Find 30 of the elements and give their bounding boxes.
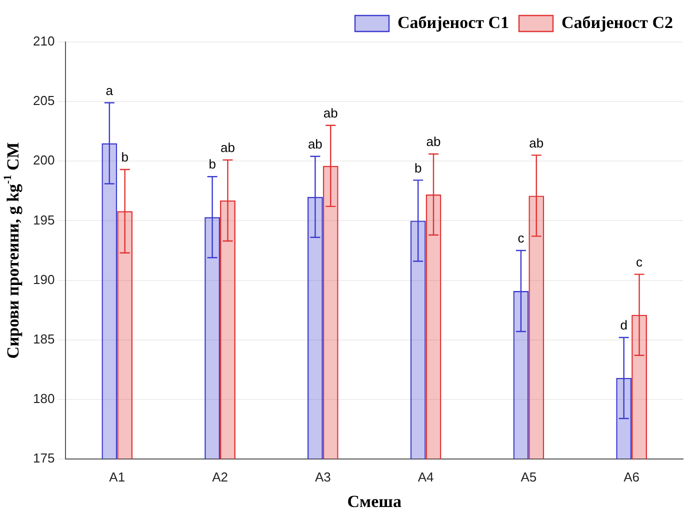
annotation: ab bbox=[529, 135, 544, 150]
x-tick-label: A4 bbox=[418, 469, 434, 484]
annotation: ab bbox=[308, 136, 322, 152]
annotation: ab bbox=[220, 140, 235, 156]
legend-label: Сабијеност С2 bbox=[562, 12, 674, 32]
y-tick-label: 200 bbox=[32, 152, 55, 168]
legend-label: Сабијеност С1 bbox=[398, 12, 510, 32]
annotation: b bbox=[208, 156, 216, 172]
x-axis-title: Смеша bbox=[347, 492, 402, 512]
x-tick-label: A1 bbox=[109, 469, 126, 484]
y-tick-label: 205 bbox=[32, 93, 55, 108]
y-tick-label: 180 bbox=[32, 391, 55, 406]
y-tick-label: 175 bbox=[32, 450, 55, 466]
x-tick-label: A5 bbox=[520, 469, 537, 484]
annotation: ab bbox=[323, 105, 338, 120]
y-axis-title: Сирови протеини, g kg-1 СМ bbox=[2, 142, 22, 359]
annotation: c bbox=[636, 254, 644, 270]
y-tick-label: 185 bbox=[32, 331, 55, 346]
annotation: b bbox=[414, 160, 422, 176]
x-tick-label: A3 bbox=[314, 469, 331, 484]
y-tick-label: 190 bbox=[32, 272, 55, 287]
x-tick-label: A6 bbox=[624, 469, 640, 484]
annotation: d bbox=[620, 318, 628, 333]
y-tick-label: 195 bbox=[32, 212, 55, 228]
y-tick-label: 210 bbox=[32, 34, 55, 49]
x-tick-label: A2 bbox=[212, 469, 228, 484]
annotation: a bbox=[106, 82, 114, 98]
annotation: b bbox=[121, 150, 128, 165]
annotation: c bbox=[518, 230, 525, 246]
annotation: ab bbox=[426, 134, 441, 150]
